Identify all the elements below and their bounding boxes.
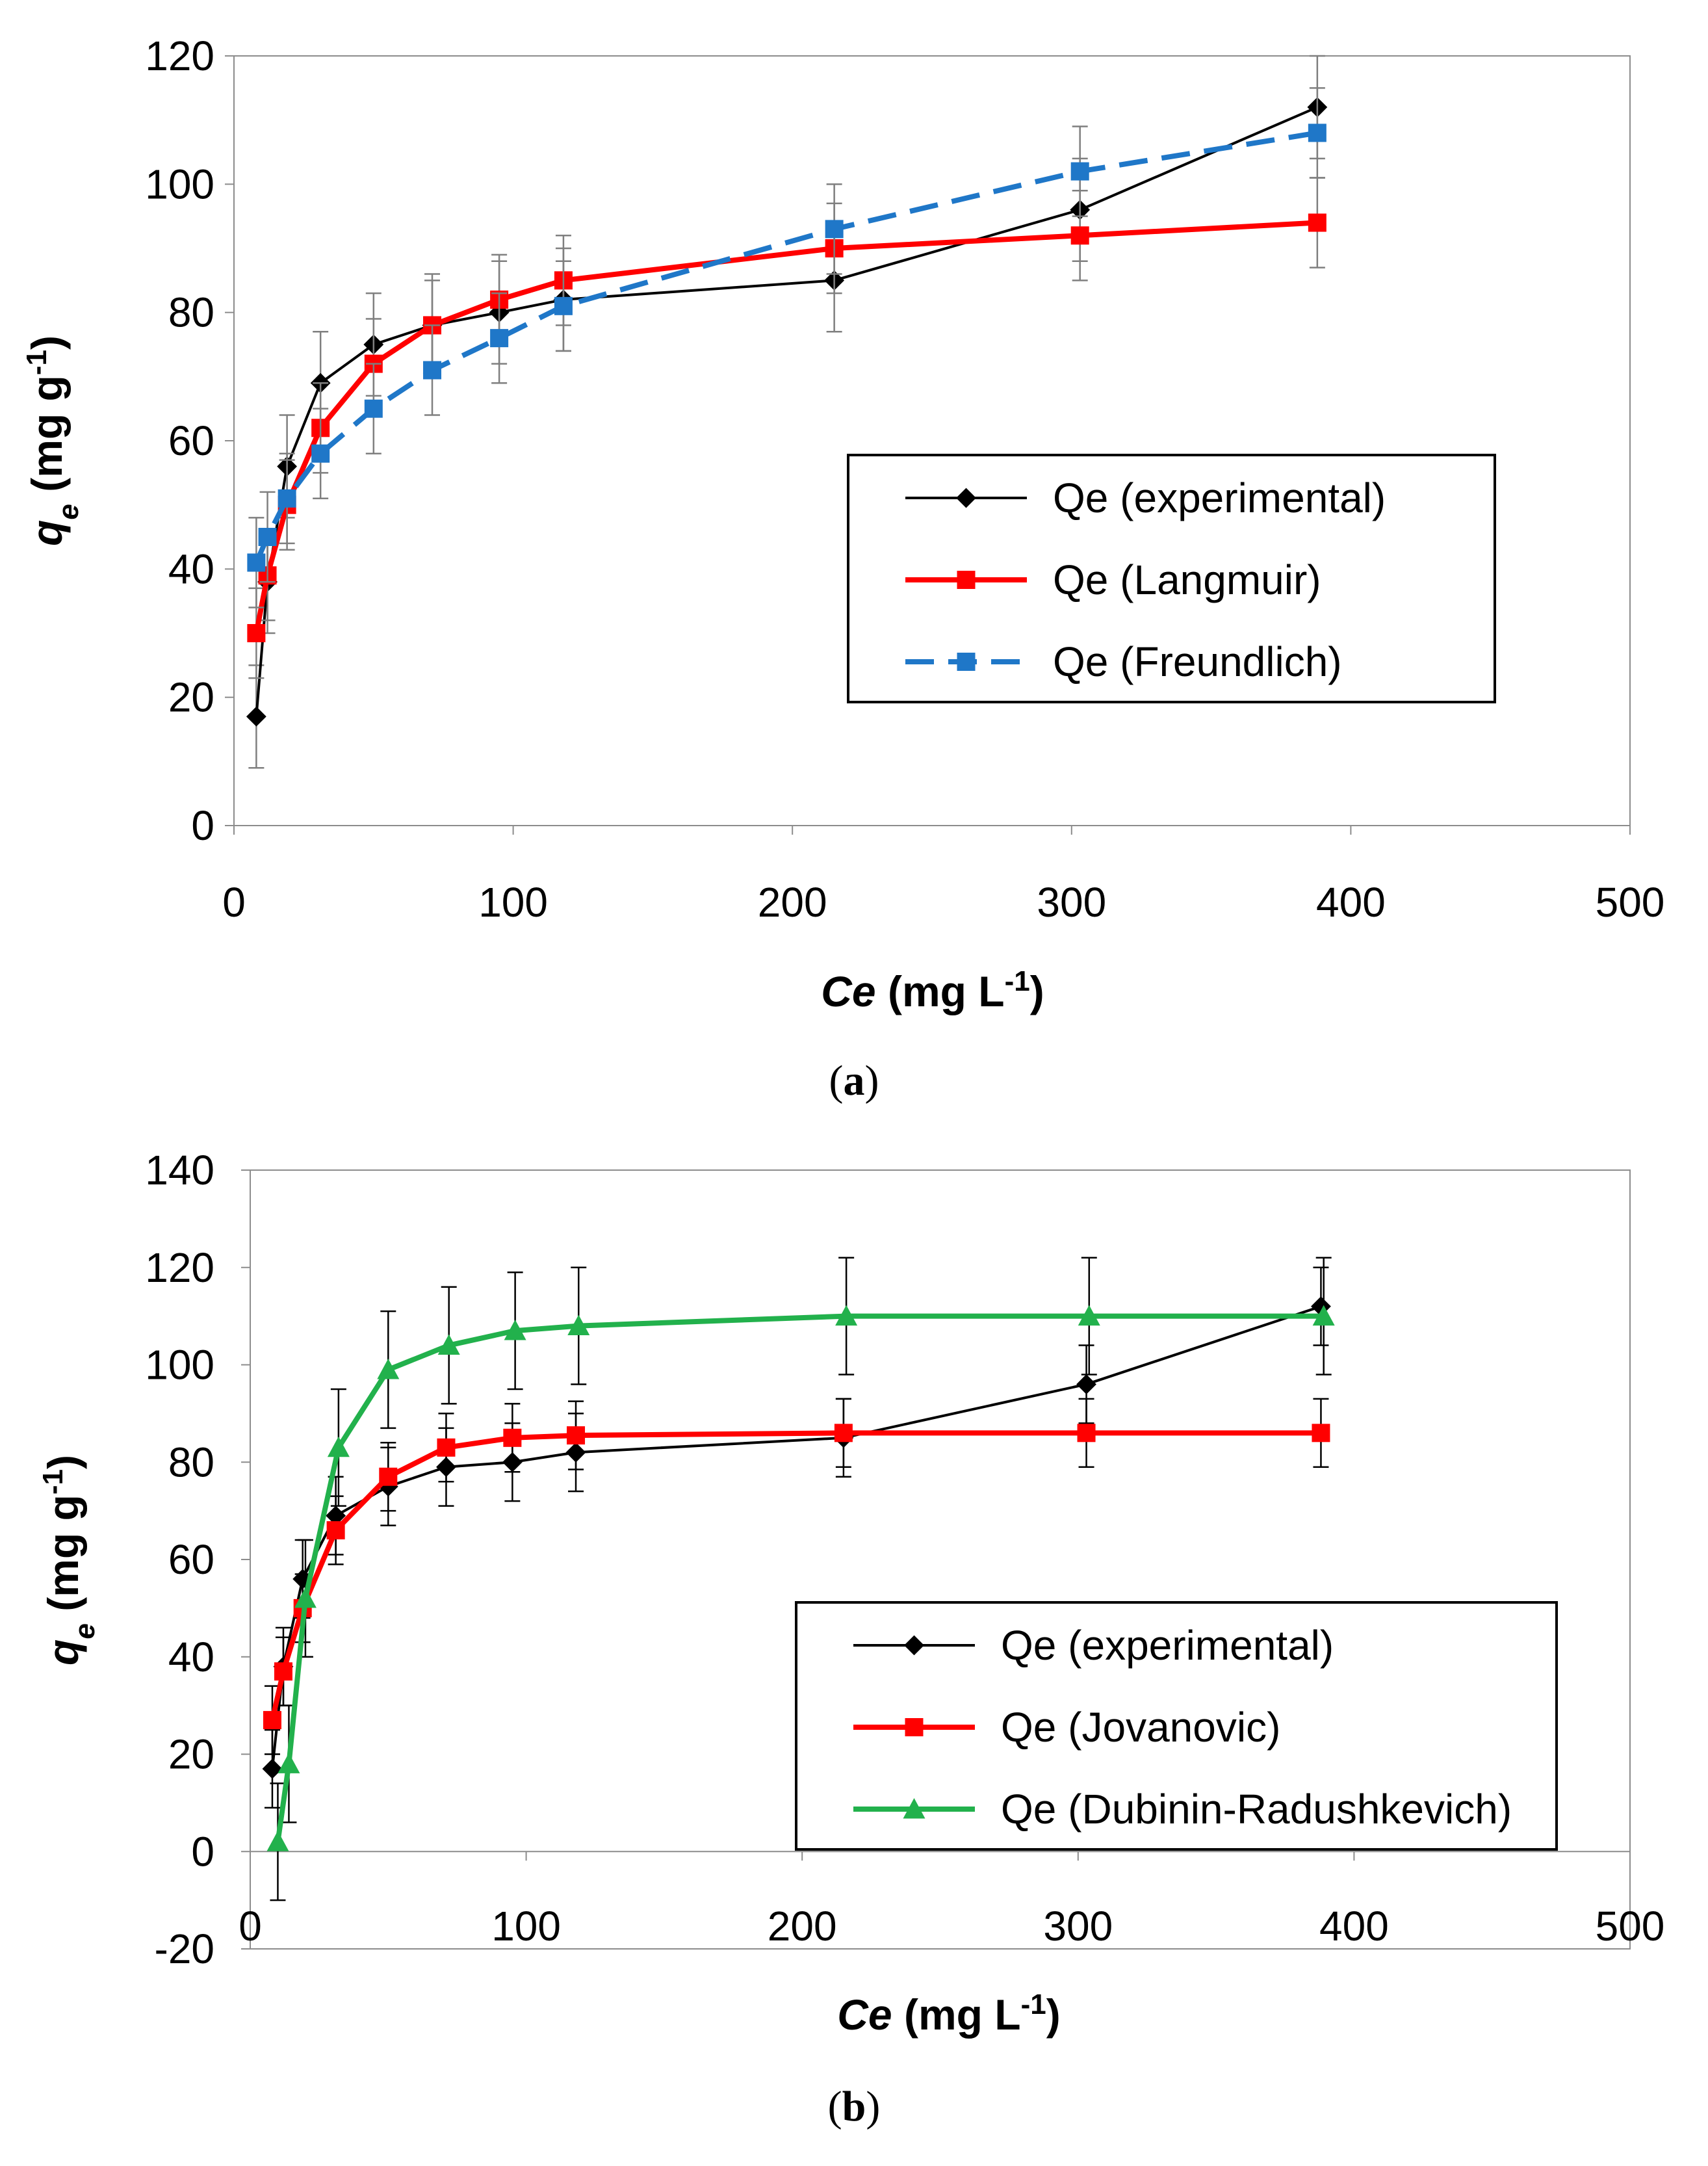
data-point (327, 1436, 350, 1457)
plot-frame (233, 55, 1631, 826)
data-point (1077, 1424, 1096, 1442)
x-tick-label: 100 (491, 1903, 561, 1950)
y-tick-label: 0 (191, 802, 214, 849)
data-point (274, 1662, 292, 1681)
y-tick-label: 20 (168, 1731, 214, 1778)
x-tick-label: 500 (1596, 1903, 1665, 1950)
x-tick-label: 200 (768, 1903, 837, 1950)
y-tick-label: 60 (168, 417, 214, 464)
legend-label: Qe (Jovanovic) (1001, 1704, 1280, 1751)
y-tick-label: 80 (168, 289, 214, 336)
legend-marker (957, 653, 976, 671)
x-tick-label: 0 (239, 1903, 262, 1950)
legend-label: Qe (experimental) (1001, 1622, 1334, 1669)
legend-marker (904, 1635, 924, 1656)
series-2 (247, 87, 1326, 608)
y-tick-label: 0 (191, 1828, 214, 1875)
legend-label: Qe (Langmuir) (1053, 556, 1321, 603)
data-point (247, 624, 266, 642)
data-point (490, 329, 509, 348)
y-axis-title: qe (mg g-1) (37, 1455, 101, 1665)
data-point (258, 528, 277, 546)
legend-label: Qe (Freundlich) (1053, 638, 1342, 685)
data-point (1312, 1424, 1330, 1442)
data-point (503, 1428, 522, 1447)
chart-b: -20 0 20 40 60 80 100 120 140 0 100 200 300 400 500 Qe … (37, 1147, 1665, 2130)
legend: Qe (experimental) Qe (Langmuir) Qe (Freund… (847, 454, 1496, 703)
legend-marker (957, 571, 976, 589)
data-point (246, 706, 266, 727)
x-tick-label: 200 (758, 879, 827, 926)
data-point (247, 553, 266, 572)
series-1 (263, 1398, 1330, 1755)
data-point (567, 1426, 586, 1445)
data-point (437, 1334, 460, 1355)
y-tick-label: 100 (145, 1342, 214, 1389)
y-tick-label: 120 (145, 1244, 214, 1291)
data-point (326, 1521, 345, 1540)
x-tick-label: 300 (1037, 879, 1106, 926)
x-tick-label: 300 (1043, 1903, 1113, 1950)
chart-a: 0 20 40 60 80 100 120 0 100 200 300 400 500 Qe (exper… (21, 33, 1665, 1104)
data-point (294, 1587, 317, 1608)
x-tick-label: 400 (1316, 879, 1386, 926)
data-point (1078, 1305, 1100, 1326)
data-point (379, 1467, 398, 1486)
legend-marker (905, 1718, 924, 1736)
series-2 (266, 1257, 1335, 1901)
y-tick-label: 80 (168, 1439, 214, 1485)
figure-caption: (b) (828, 2083, 881, 2130)
data-point (278, 489, 296, 508)
y-tick-label: 60 (168, 1536, 214, 1583)
data-point (825, 220, 844, 239)
data-point (1070, 162, 1089, 181)
data-point (567, 1314, 590, 1336)
data-point (364, 399, 383, 418)
data-point (504, 1320, 526, 1340)
y-tick-label: -20 (155, 1925, 215, 1972)
data-point (834, 1424, 853, 1442)
data-point (266, 1831, 289, 1851)
data-point (1070, 226, 1089, 245)
x-tick-label: 0 (222, 879, 246, 926)
y-tick-label: 120 (145, 33, 214, 79)
y-tick-label: 40 (168, 545, 214, 592)
y-axis-title: qe (mg g-1) (21, 335, 84, 546)
y-tick-label: 40 (168, 1634, 214, 1680)
data-point (835, 1305, 858, 1326)
y-tick-label: 140 (145, 1147, 214, 1194)
x-axis-title: Ce (mg L-1) (821, 965, 1044, 1016)
data-point (377, 1358, 400, 1379)
y-tick-label: 20 (168, 674, 214, 721)
data-point (278, 1753, 300, 1773)
data-point (1076, 1374, 1096, 1394)
data-point (437, 1438, 456, 1457)
x-tick-label: 500 (1596, 879, 1665, 926)
x-axis-title: Ce (mg L-1) (837, 1989, 1060, 2039)
x-tick-label: 400 (1319, 1903, 1389, 1950)
legend-label: Qe (Dubinin-Radushkevich) (1001, 1786, 1512, 1833)
legend-marker (903, 1798, 925, 1819)
data-point (1308, 124, 1326, 142)
data-point (1312, 1305, 1335, 1326)
x-tick-label: 100 (478, 879, 548, 926)
data-point (423, 361, 442, 380)
data-point (1308, 213, 1326, 232)
data-point (263, 1711, 281, 1730)
legend-label: Qe (experimental) (1053, 475, 1386, 521)
data-point (554, 296, 573, 315)
legend-marker (956, 488, 976, 508)
y-tick-label: 100 (145, 161, 214, 207)
legend: Qe (experimental) Qe (Jovanovic) Qe (Dubin… (795, 1601, 1558, 1851)
figure-caption: (a) (829, 1057, 879, 1104)
data-point (311, 444, 330, 463)
data-point (262, 1758, 283, 1779)
